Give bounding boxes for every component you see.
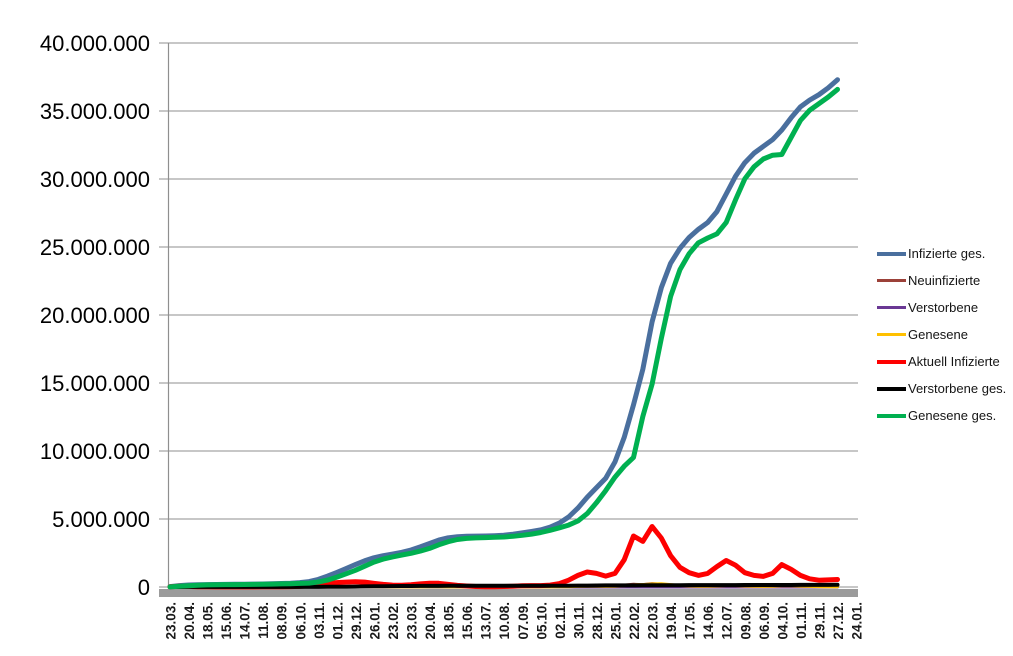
x-tick-label: 03.11. (312, 602, 327, 639)
y-tick-label: 25.000.000 (40, 235, 150, 260)
legend-line-swatch (877, 359, 906, 364)
legend-label: Infizierte ges. (908, 246, 986, 261)
y-tick-label: 10.000.000 (40, 439, 150, 464)
x-tick-label: 24.01. (850, 602, 865, 640)
x-tick-label: 06.09. (757, 602, 772, 640)
x-tick-label: 18.05. (201, 602, 216, 640)
x-tick-label: 22.02. (627, 602, 642, 640)
x-tick-label: 29.12. (349, 602, 364, 640)
series-line-5 (168, 582, 840, 589)
legend-item-genesene: Genesene (877, 321, 1006, 348)
legend-line-swatch (877, 251, 906, 256)
x-tick-label: 28.12. (590, 602, 605, 640)
legend-item-aktuell-infizierte: Aktuell Infizierte (877, 348, 1006, 375)
x-tick-label: 14.07. (238, 602, 253, 640)
x-tick-label: 10.08. (497, 602, 512, 640)
legend-line-swatch (877, 333, 906, 336)
y-tick-label: 30.000.000 (40, 167, 150, 192)
x-tick-label: 12.07. (720, 602, 735, 640)
legend-item-verstorbene: Verstorbene (877, 294, 1006, 321)
x-tick-label: 07.09. (516, 602, 531, 640)
series-line-6 (167, 86, 840, 590)
legend-label: Verstorbene ges. (908, 381, 1007, 396)
legend-item-neuinfizierte: Neuinfizierte (877, 267, 1006, 294)
x-tick-label: 20.04. (182, 602, 197, 640)
x-tick-label: 23.03. (405, 602, 420, 640)
x-tick-label: 22.03. (646, 602, 661, 640)
x-axis-band (159, 589, 858, 597)
x-tick-label: 15.06. (219, 602, 234, 640)
x-tick-label: 11.08. (256, 602, 271, 639)
x-tick-label: 04.10. (775, 602, 790, 640)
x-tick-label: 14.06. (701, 602, 716, 640)
y-tick-label: 40.000.000 (40, 31, 150, 56)
x-tick-label: 27.12. (831, 602, 846, 640)
x-tick-label: 13.07. (479, 602, 494, 640)
x-tick-label: 01.11. (794, 602, 809, 639)
x-tick-label: 09.08. (738, 602, 753, 640)
x-tick-label: 18.05. (442, 602, 457, 640)
y-tick-label: 20.000.000 (40, 303, 150, 328)
x-tick-label: 15.06. (460, 602, 475, 640)
x-tick-label: 30.11. (571, 602, 586, 639)
legend-item-genesene-ges: Genesene ges. (877, 402, 1006, 429)
legend-label: Aktuell Infizierte (908, 354, 1000, 369)
x-tick-label: 26.01. (367, 602, 382, 640)
legend-item-verstorbene-ges: Verstorbene ges. (877, 375, 1006, 402)
series-line-0 (167, 77, 840, 590)
y-tick-label: 5.000.000 (52, 507, 150, 532)
legend: Infizierte ges. Neuinfizierte Verstorben… (877, 240, 1006, 429)
y-tick-label: 35.000.000 (40, 99, 150, 124)
legend-line-swatch (877, 306, 906, 309)
x-tick-label: 08.09. (275, 602, 290, 640)
x-tick-label: 05.10. (534, 602, 549, 640)
legend-label: Neuinfizierte (908, 273, 981, 288)
x-tick-label: 20.04. (423, 602, 438, 640)
y-tick-label: 15.000.000 (40, 371, 150, 396)
x-tick-label: 19.04. (664, 602, 679, 640)
x-tick-label: 01.12. (330, 602, 345, 640)
x-tick-label: 06.10. (293, 602, 308, 640)
legend-label: Genesene (908, 327, 968, 342)
legend-line-swatch (877, 386, 906, 391)
y-tick-label: 0 (138, 575, 150, 600)
x-tick-label: 29.11. (812, 602, 827, 639)
legend-label: Verstorbene (908, 300, 979, 315)
legend-label: Genesene ges. (908, 408, 997, 423)
legend-item-infizierte-ges: Infizierte ges. (877, 240, 1006, 267)
x-tick-label: 23.03. (164, 602, 179, 640)
legend-line-swatch (877, 413, 906, 418)
x-tick-label: 17.05. (683, 602, 698, 640)
x-tick-label: 25.01. (609, 602, 624, 640)
legend-line-swatch (877, 279, 906, 282)
x-tick-label: 02.11. (553, 602, 568, 639)
x-tick-label: 23.02. (386, 602, 401, 640)
